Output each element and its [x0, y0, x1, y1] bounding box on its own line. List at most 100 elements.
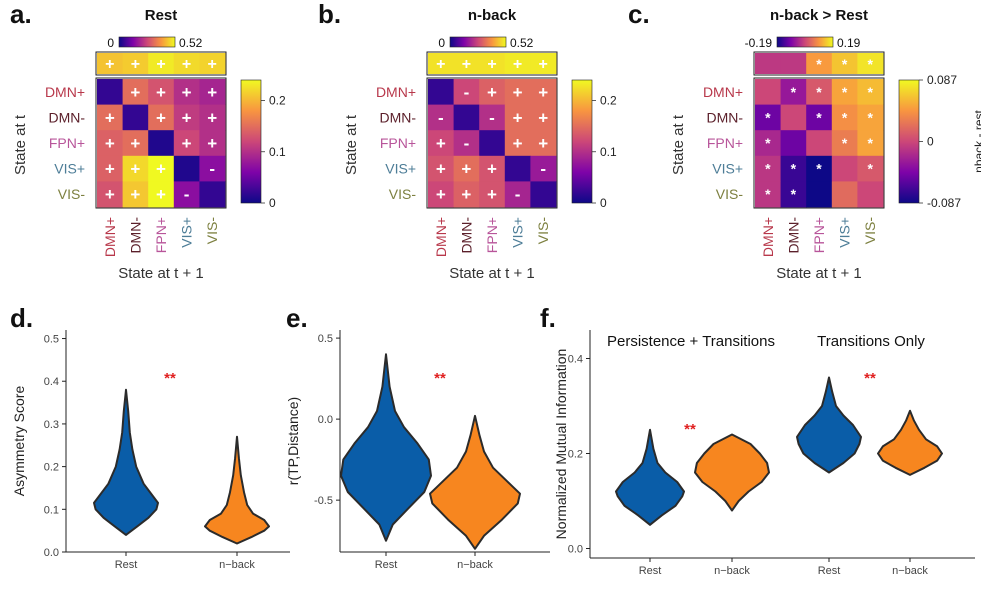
matrix-cell [453, 79, 480, 105]
col-label-dmnneg: DMN- [458, 217, 474, 254]
y-axis-label: r(TP,Distance) [285, 397, 301, 485]
matrix-sign: + [461, 160, 471, 179]
row-label-dmnneg: DMN- [48, 109, 85, 125]
row-label-fpnpos: FPN+ [380, 135, 416, 151]
persistence-sign: + [182, 56, 191, 73]
matrix-sign: + [105, 185, 115, 204]
colorbar-tick-label: 0.1 [269, 145, 286, 159]
matrix-sign: * [816, 161, 822, 177]
matrix-cell [530, 155, 557, 182]
y-tick-label: 0.1 [44, 504, 59, 516]
matrix-sign: + [182, 83, 192, 102]
col-label-visneg: VIS- [862, 217, 878, 245]
matrix-sign: - [184, 185, 190, 204]
matrix-cell [857, 181, 884, 208]
persistence-cell [831, 53, 858, 74]
row-label-vispos: VIS+ [54, 161, 85, 177]
violin-nnegback [204, 435, 270, 545]
matrix-cell [97, 155, 123, 182]
y-axis-label: State at t [343, 114, 360, 175]
matrix-cell [479, 181, 506, 208]
matrix-cell [479, 130, 506, 157]
matrix-sign: - [515, 185, 521, 204]
persistence-max-label: 0.52 [179, 36, 203, 50]
matrix-sign: + [487, 83, 497, 102]
matrix-sign: * [791, 161, 797, 177]
row-label-fpnpos: FPN+ [49, 135, 85, 151]
persistence-colorbar [776, 36, 834, 48]
row-label-vispos: VIS+ [385, 161, 416, 177]
colorbar-tick-label: 0 [927, 135, 934, 149]
matrix-sign: + [513, 134, 523, 153]
matrix-cell [199, 130, 226, 157]
y-tick-label: 0.2 [44, 462, 59, 474]
matrix-cell [831, 104, 858, 131]
colorbar-tick-label: 0 [269, 196, 276, 210]
col-label-dmnneg: DMN- [785, 217, 801, 254]
y-axis-label: State at t [12, 114, 29, 175]
panel-label: f. [540, 303, 556, 333]
matrix-cell [479, 155, 506, 182]
matrix-cell [857, 155, 884, 182]
row-label-dmnpos: DMN+ [376, 84, 416, 100]
x-axis-label: State at t + 1 [449, 265, 534, 282]
y-tick-label: 0.5 [44, 334, 59, 346]
matrix-cell [428, 79, 454, 105]
colorbar-tick-label: 0 [600, 196, 607, 210]
row-label-visneg: VIS- [58, 186, 86, 202]
persistence-sign: + [105, 56, 114, 73]
matrix-sign: + [105, 108, 115, 127]
matrix-sign: * [791, 186, 797, 202]
matrix-cell [780, 104, 807, 131]
matrix-cell [806, 181, 833, 208]
persistence-cell [148, 53, 175, 74]
panel-title: Rest [145, 7, 178, 24]
colorbar [898, 79, 920, 204]
persistence-cell [780, 53, 807, 74]
colorbar [240, 79, 262, 204]
matrix-cell [428, 130, 454, 157]
significance-marker: ** [164, 370, 176, 387]
matrix-cell [97, 181, 123, 208]
matrix-sign: * [842, 109, 848, 125]
matrix-sign: + [487, 160, 497, 179]
violin-nnegback [429, 414, 521, 550]
matrix-sign: + [182, 108, 192, 127]
persistence-row-frame [95, 51, 227, 76]
matrix-cell [780, 155, 807, 182]
matrix-sign: * [765, 135, 771, 151]
matrix-cell [780, 181, 807, 208]
matrix-sign: + [538, 134, 548, 153]
panel-label: c. [628, 0, 650, 29]
row-label-dmnneg: DMN- [379, 109, 416, 125]
matrix-frame [753, 77, 885, 209]
matrix-cell [122, 181, 149, 208]
row-label-dmnneg: DMN- [706, 109, 743, 125]
matrix-sign: + [207, 134, 217, 153]
violin-panel-1: d. 0.0 0.1 0.2 0.3 0.4 0.5 Asymmetry Score Rest n… [10, 303, 290, 571]
matrix-frame [426, 77, 558, 209]
matrix-sign: * [816, 84, 822, 100]
persistence-sign: + [539, 56, 548, 73]
y-tick-label: 0.5 [318, 333, 333, 345]
matrix-cell [148, 155, 175, 182]
matrix-cell [97, 104, 123, 131]
matrix-sign: - [209, 160, 215, 179]
matrix-sign: * [816, 109, 822, 125]
colorbar [571, 79, 593, 204]
x-tick-label: n−back [457, 559, 493, 571]
persistence-cell [97, 53, 123, 74]
row-label-visneg: VIS- [716, 186, 744, 202]
row-label-dmnpos: DMN+ [703, 84, 743, 100]
matrix-cell [755, 79, 781, 105]
matrix-cell [122, 79, 149, 105]
matrix-cell [530, 104, 557, 131]
matrix-sign: + [461, 185, 471, 204]
matrix-cell [148, 79, 175, 105]
y-tick-label: 0.3 [44, 419, 59, 431]
matrix-cell [831, 181, 858, 208]
persistence-cell [199, 53, 226, 74]
matrix-sign: * [765, 161, 771, 177]
